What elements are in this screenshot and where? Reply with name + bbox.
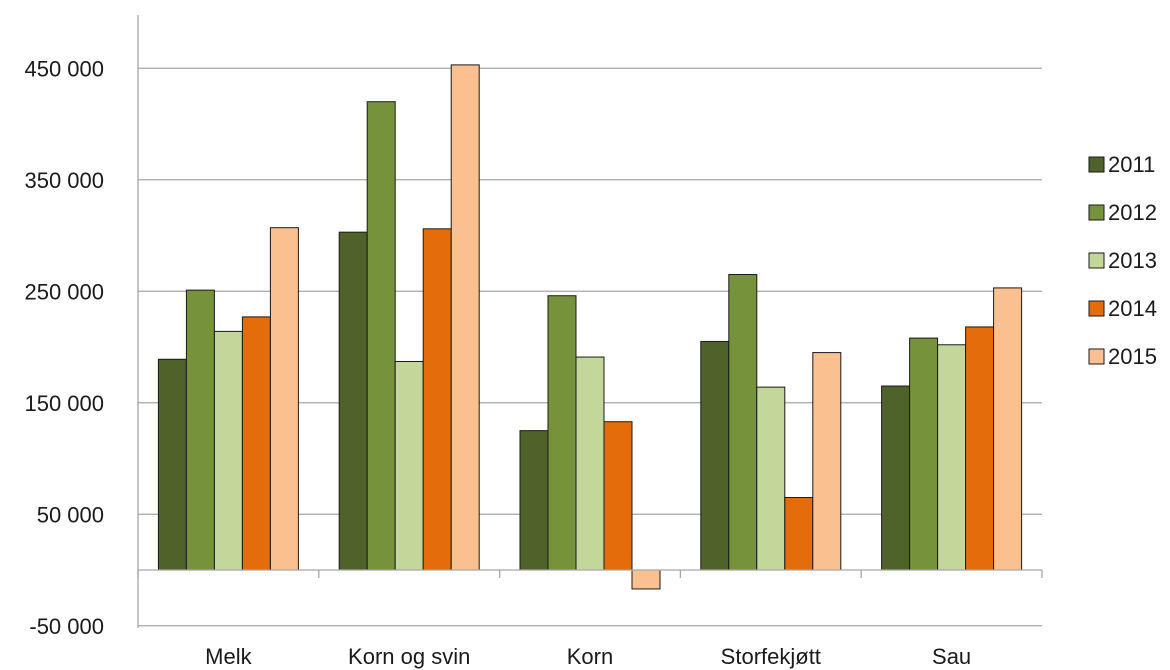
bar	[631, 569, 661, 590]
bar	[728, 274, 758, 571]
bar	[993, 287, 1023, 571]
legend-swatch	[1088, 156, 1105, 173]
y-tick-label: 50 000	[37, 502, 104, 527]
legend-swatch	[1088, 252, 1105, 269]
legend: 2011 2012 2013 2014 2015	[1088, 152, 1157, 369]
x-category-label: Sau	[932, 644, 971, 669]
legend-label: 2015	[1108, 344, 1157, 369]
bar	[937, 344, 967, 571]
bar	[450, 64, 480, 571]
bar	[547, 295, 577, 571]
legend-swatch	[1088, 204, 1105, 221]
bar	[338, 231, 368, 571]
legend-label: 2014	[1108, 296, 1157, 321]
bar	[366, 101, 396, 571]
legend-label: 2011	[1108, 152, 1155, 177]
x-category-label: Melk	[205, 644, 252, 669]
bars	[157, 64, 1023, 590]
x-category-label: Korn og svin	[348, 644, 470, 669]
bar	[422, 228, 452, 571]
bar	[241, 316, 271, 571]
y-tick-label: 150 000	[24, 391, 104, 416]
bar	[700, 340, 730, 571]
bar	[909, 337, 939, 571]
bar	[213, 330, 243, 571]
bar	[575, 356, 605, 571]
x-axis: Melk Korn og svin Korn Storfekjøtt Sau	[137, 569, 1043, 669]
y-tick-label: 250 000	[24, 279, 104, 304]
bar	[784, 497, 814, 571]
y-tick-label: -50 000	[29, 614, 104, 639]
legend-swatch	[1088, 300, 1105, 317]
bar	[519, 430, 549, 571]
y-tick-label: 450 000	[24, 56, 104, 81]
legend-swatch	[1088, 348, 1105, 365]
bar	[812, 352, 842, 571]
bar	[603, 421, 633, 571]
bar	[394, 360, 424, 571]
bar	[269, 227, 299, 571]
y-tick-label: 350 000	[24, 168, 104, 193]
legend-label: 2013	[1108, 248, 1157, 273]
bar	[881, 385, 911, 571]
bar	[965, 326, 995, 571]
legend-label: 2012	[1108, 200, 1157, 225]
x-category-label: Storfekjøtt	[721, 644, 821, 669]
bar	[185, 289, 215, 571]
x-category-label: Korn	[567, 644, 613, 669]
bar	[756, 386, 786, 571]
bar	[157, 358, 187, 571]
y-axis: -50 000 50 000 150 000 250 000 350 000 450 00…	[24, 15, 139, 639]
